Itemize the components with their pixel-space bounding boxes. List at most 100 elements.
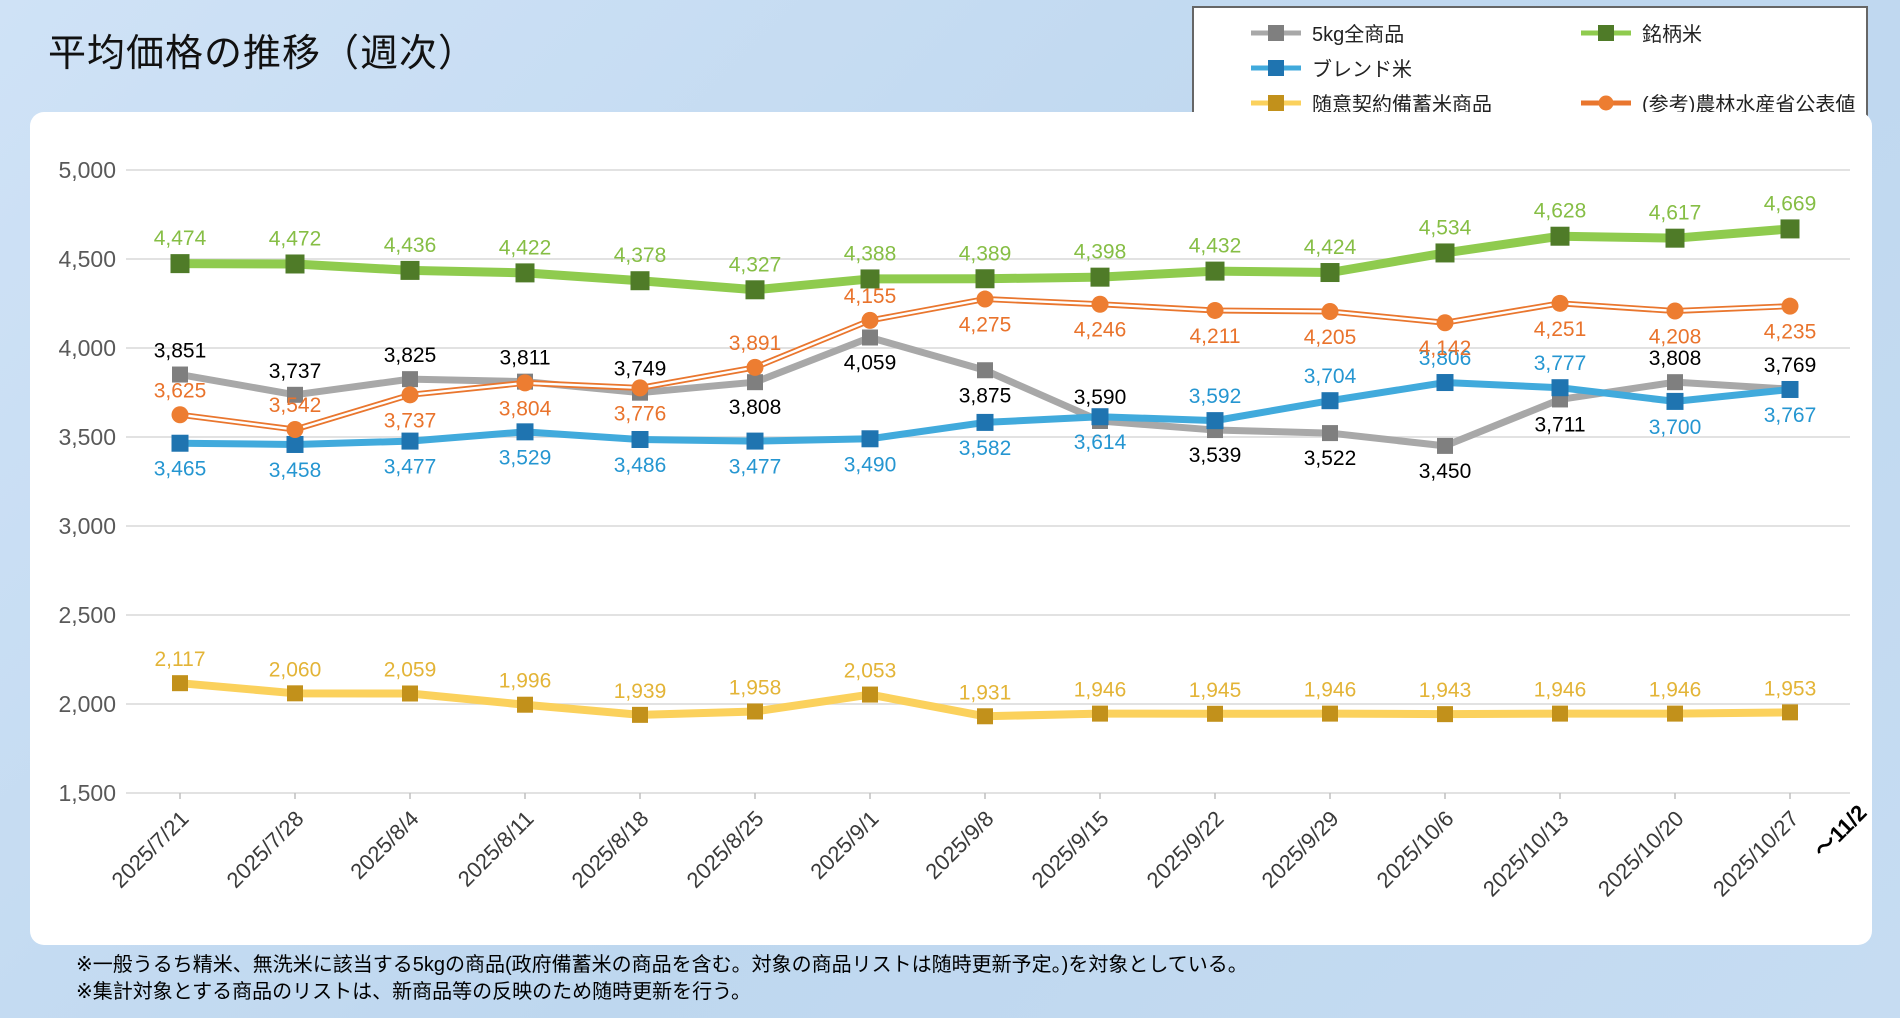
data-labels-maff-published-reference: 3,625 3,542 3,737 3,804 3,776 3,891 4,155 4,275… [154, 285, 1817, 432]
data-label-maff-published-reference: 3,776 [614, 402, 667, 425]
page-title: 平均価格の推移（週次） [48, 33, 478, 75]
data-label-blend-rice: 3,465 [154, 458, 207, 481]
data-point-blend-rice [1666, 392, 1684, 410]
data-point-blend-rice [1551, 379, 1569, 397]
data-point-brand-rice [745, 280, 765, 300]
data-label-all-5kg-products: 3,811 [500, 347, 551, 370]
data-point-reserve-rice-products [1552, 705, 1568, 722]
data-point-brand-rice [1205, 261, 1225, 281]
data-label-brand-rice: 4,388 [844, 242, 897, 265]
data-label-reserve-rice-products: 1,945 [1189, 679, 1242, 702]
data-label-reserve-rice-products: 2,053 [844, 660, 897, 683]
gridlines [126, 169, 1850, 794]
y-tick-label: 5,000 [58, 157, 116, 183]
data-label-blend-rice: 3,777 [1534, 352, 1587, 375]
data-point-maff-published-reference [1091, 295, 1109, 313]
data-point-maff-published-reference [1206, 301, 1224, 319]
data-point-all-5kg-products [402, 371, 418, 388]
x-tick-label: 2025/7/21 [107, 806, 194, 893]
data-label-all-5kg-products: 3,851 [154, 340, 207, 363]
data-label-maff-published-reference: 4,235 [1764, 321, 1817, 344]
x-tick-label: 2025/9/15 [1027, 806, 1114, 893]
data-label-reserve-rice-products: 1,996 [499, 670, 552, 693]
data-label-blend-rice: 3,767 [1764, 404, 1817, 427]
legend-marker-blend-rice-icon [1251, 59, 1301, 76]
data-point-reserve-rice-products [1207, 705, 1223, 722]
legend-label: (参考)農林水産省公表値 [1642, 94, 1856, 116]
data-point-brand-rice [1550, 226, 1570, 246]
x-tick-label: 2025/9/22 [1142, 806, 1229, 893]
data-point-reserve-rice-products [862, 686, 878, 703]
y-tick-label: 3,500 [58, 424, 116, 450]
data-point-maff-published-reference [1666, 302, 1684, 320]
data-point-maff-published-reference [1781, 297, 1799, 315]
data-label-all-5kg-products: 3,711 [1535, 413, 1586, 436]
data-label-maff-published-reference: 3,542 [269, 394, 322, 417]
data-label-brand-rice: 4,436 [384, 234, 437, 257]
legend-label: 随意契約備蓄米商品 [1312, 94, 1492, 116]
data-label-blend-rice: 3,477 [384, 456, 437, 479]
data-label-blend-rice: 3,529 [499, 446, 552, 469]
data-label-brand-rice: 4,378 [614, 244, 667, 267]
data-label-brand-rice: 4,617 [1649, 202, 1702, 225]
data-label-maff-published-reference: 3,804 [499, 397, 552, 420]
x-tick-label: 2025/7/28 [222, 806, 309, 893]
data-point-brand-rice [1435, 243, 1455, 263]
data-point-reserve-rice-products [1322, 705, 1338, 722]
data-point-brand-rice [1320, 263, 1340, 283]
y-axis-tick-labels: 5,000 4,500 4,000 3,500 3,000 2,500 2,000 1,500 [58, 157, 116, 806]
data-label-reserve-rice-products: 2,060 [269, 658, 322, 681]
legend-item-blend-rice: ブレンド米 [1250, 53, 1580, 82]
data-point-maff-published-reference [1321, 303, 1339, 321]
data-point-all-5kg-products [1437, 437, 1453, 454]
data-label-maff-published-reference: 3,737 [384, 409, 437, 432]
data-point-blend-rice [746, 432, 764, 450]
data-point-brand-rice [515, 263, 535, 283]
legend-item-brand-rice: 銘柄米 [1580, 18, 1858, 47]
data-point-reserve-rice-products [1092, 705, 1108, 722]
legend-item-reserve-rice-products: 随意契約備蓄米商品 [1250, 88, 1580, 117]
data-point-reserve-rice-products [402, 685, 418, 702]
data-point-maff-published-reference [516, 374, 534, 392]
data-label-all-5kg-products: 3,769 [1764, 354, 1817, 377]
data-point-brand-rice [630, 271, 650, 291]
data-label-blend-rice: 3,486 [614, 454, 667, 477]
legend-marker-all-5kg-products-icon [1251, 24, 1301, 41]
y-tick-label: 4,500 [58, 246, 116, 272]
data-label-reserve-rice-products: 1,943 [1419, 679, 1472, 702]
data-label-brand-rice: 4,398 [1074, 241, 1127, 264]
data-label-brand-rice: 4,669 [1764, 192, 1817, 215]
data-label-all-5kg-products: 3,522 [1304, 447, 1357, 470]
data-point-all-5kg-products [287, 386, 303, 403]
data-label-reserve-rice-products: 1,931 [959, 681, 1012, 704]
data-label-brand-rice: 4,432 [1189, 235, 1242, 258]
data-point-reserve-rice-products [1782, 704, 1798, 721]
legend-marker-brand-rice-icon [1581, 24, 1631, 41]
data-label-brand-rice: 4,327 [729, 253, 782, 276]
data-label-all-5kg-products: 4,059 [844, 351, 897, 374]
data-point-blend-rice [401, 432, 419, 450]
x-tick-label: 2025/9/29 [1257, 806, 1344, 893]
data-point-blend-rice [1206, 412, 1224, 430]
legend-item-maff-published-reference: (参考)農林水産省公表値 [1580, 88, 1858, 117]
data-label-all-5kg-products: 3,450 [1419, 460, 1472, 483]
data-point-maff-published-reference [861, 311, 879, 329]
data-point-blend-rice [976, 413, 994, 431]
legend-label: ブレンド米 [1312, 59, 1412, 81]
footnotes: ※一般うるち精米、無洗米に該当する5kgの商品(政府備蓄米の商品を含む。対象の商… [76, 952, 1248, 1006]
data-label-reserve-rice-products: 1,946 [1534, 679, 1587, 702]
data-label-reserve-rice-products: 1,946 [1074, 679, 1127, 702]
data-point-blend-rice [516, 423, 534, 441]
data-label-all-5kg-products: 3,825 [384, 344, 437, 367]
data-label-maff-published-reference: 4,275 [959, 314, 1012, 337]
price-trend-line-chart: 5,000 4,500 4,000 3,500 3,000 2,500 2,000 1,500… [58, 157, 1871, 901]
data-point-reserve-rice-products [747, 703, 763, 720]
data-label-reserve-rice-products: 2,059 [384, 658, 437, 681]
data-label-brand-rice: 4,389 [959, 242, 1012, 265]
data-label-all-5kg-products: 3,749 [614, 358, 667, 381]
data-point-brand-rice [860, 269, 880, 289]
data-labels-brand-rice: 4,474 4,472 4,436 4,422 4,378 4,327 4,388 4,389… [154, 192, 1817, 276]
data-label-brand-rice: 4,474 [154, 227, 207, 250]
data-point-maff-published-reference [631, 379, 649, 397]
data-point-blend-rice [1781, 380, 1799, 398]
